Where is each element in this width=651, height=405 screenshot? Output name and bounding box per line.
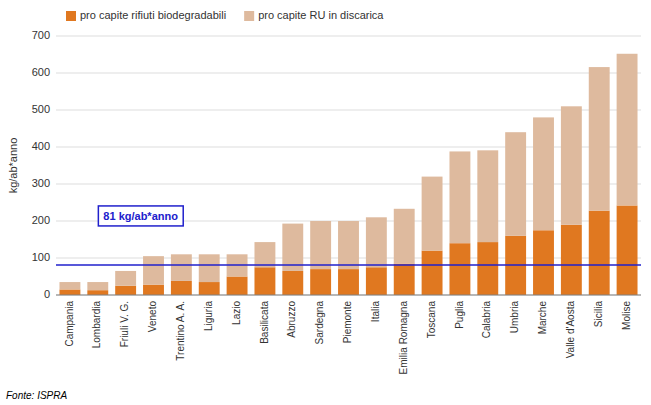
y-axis: 0 100 200 300 400 500 600 700	[32, 29, 50, 300]
annotation-text: 81 kg/ab*anno	[103, 210, 178, 222]
bar	[143, 256, 164, 284]
bar	[338, 221, 359, 269]
bars	[59, 54, 637, 295]
bar	[449, 243, 470, 295]
x-tick-label: Toscana	[426, 301, 437, 339]
x-tick-label: Molise	[621, 301, 632, 330]
grid-line	[56, 36, 641, 37]
x-tick-label: Lombardia	[91, 301, 102, 349]
x-tick-label: Sicilia	[593, 301, 604, 328]
x-tick-label: Puglia	[454, 301, 465, 329]
x-tick-label: Valle d'Aosta	[565, 301, 576, 359]
bar	[227, 277, 248, 296]
bar	[115, 286, 136, 295]
bar	[87, 282, 108, 290]
y-axis-label: kg/ab*anno	[7, 138, 19, 194]
bar	[394, 264, 415, 295]
x-tick-label: Veneto	[147, 301, 158, 333]
bar	[59, 289, 80, 295]
x-axis-line	[56, 295, 641, 296]
series	[59, 54, 637, 290]
annotation: 81 kg/ab*anno	[98, 206, 183, 226]
bar	[171, 281, 192, 295]
bar	[617, 54, 638, 206]
y-tick-label: 100	[32, 251, 50, 263]
x-tick-label: Marche	[537, 301, 548, 335]
x-tick-label: Piemonte	[342, 301, 353, 344]
legend-swatch	[244, 11, 254, 21]
bar	[394, 209, 415, 264]
y-tick-label: 200	[32, 214, 50, 226]
x-tick-label: Emilia Romagna	[398, 301, 409, 375]
bar	[505, 132, 526, 236]
bar	[477, 150, 498, 242]
grid-line	[56, 295, 641, 296]
bar	[171, 254, 192, 281]
bar	[589, 211, 610, 295]
bar	[422, 177, 443, 251]
bar	[589, 67, 610, 211]
legend-label: pro capite RU in discarica	[258, 9, 384, 21]
y-tick-label: 600	[32, 66, 50, 78]
y-tick-label: 700	[32, 29, 50, 41]
bar	[115, 271, 136, 286]
x-axis: Campania Lombardia Friuli V. G. Veneto Trent…	[64, 301, 632, 375]
chart: 0 100 200 300 400 500 600 700 kg/ab*anno Campania…	[0, 0, 651, 405]
x-tick-label: Liguria	[203, 301, 214, 331]
bar	[449, 151, 470, 243]
bar	[254, 267, 275, 295]
bar	[282, 224, 303, 271]
bar	[254, 242, 275, 267]
bar	[422, 251, 443, 295]
x-tick-label: Italia	[370, 301, 381, 323]
x-tick-label: Sardegna	[314, 301, 325, 345]
legend-label: pro capite rifiuti biodegradabili	[80, 9, 226, 21]
annotation-box	[98, 206, 183, 226]
y-tick-label: 500	[32, 103, 50, 115]
y-tick-label: 0	[44, 288, 50, 300]
bar	[87, 290, 108, 295]
x-tick-label: Abruzzo	[286, 301, 297, 338]
bar	[338, 269, 359, 295]
source: Fonte: ISPRA	[6, 390, 67, 401]
grid-line	[56, 110, 641, 111]
y-tick-label: 300	[32, 177, 50, 189]
x-tick-label: Lazio	[231, 301, 242, 325]
bar	[310, 221, 331, 269]
bar	[143, 285, 164, 295]
bar	[533, 230, 554, 295]
grid-line	[56, 73, 641, 74]
bar	[199, 254, 220, 282]
bar	[561, 225, 582, 295]
grid	[56, 36, 641, 295]
x-tick-label: Campania	[64, 301, 75, 347]
reference-line	[56, 264, 641, 266]
x-tick-label: Friuli V. G.	[119, 301, 130, 347]
x-tick-label: Basilicata	[259, 301, 270, 344]
bar	[533, 117, 554, 230]
bar	[477, 242, 498, 295]
legend-swatch	[66, 11, 76, 21]
bar	[310, 269, 331, 295]
bar	[617, 205, 638, 295]
bar	[59, 282, 80, 289]
bar	[282, 271, 303, 295]
x-tick-label: Umbria	[509, 301, 520, 334]
x-tick-label: Calabria	[481, 301, 492, 339]
bar	[366, 267, 387, 295]
y-tick-label: 400	[32, 140, 50, 152]
legend: pro capite rifiuti biodegradabili pro cap…	[66, 9, 384, 21]
x-tick-label: Trentino A. A.	[175, 301, 186, 361]
bar	[199, 282, 220, 295]
bar	[561, 106, 582, 224]
bar	[366, 217, 387, 267]
